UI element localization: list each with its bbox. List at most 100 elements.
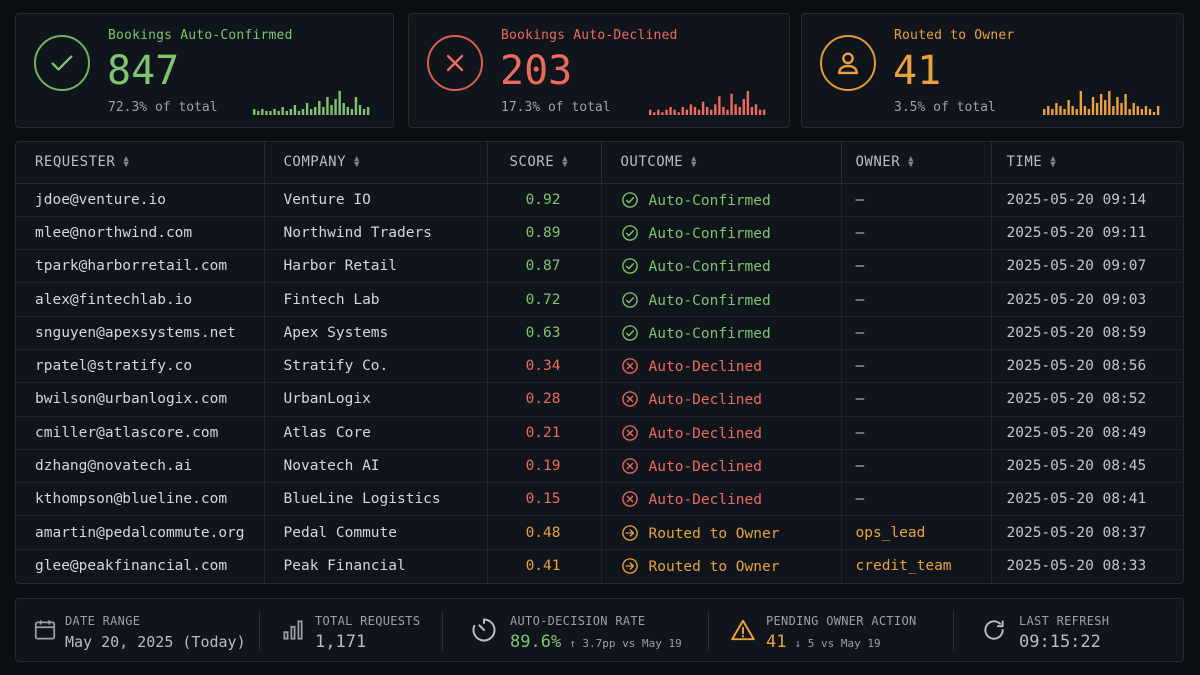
spark-bar (1144, 106, 1148, 115)
spark-bar (693, 107, 697, 115)
auto-decision-rate-label: AUTO-DECISION RATE (510, 614, 646, 628)
spark-bar (1083, 106, 1087, 115)
cell-owner: — (841, 449, 992, 484)
spark-bar (754, 104, 758, 115)
cell-owner: credit_team (841, 549, 992, 583)
spark-bar (309, 109, 313, 115)
spark-bar (1063, 109, 1066, 115)
table-row[interactable]: jdoe@venture.io Venture IO 0.92 Auto-Confir… (16, 183, 1183, 217)
spark-bar (269, 111, 272, 115)
cell-requester: bwilson@urbanlogix.com (16, 382, 265, 417)
pending-owner-action-widget[interactable]: PENDING OWNER ACTION 41 ↓ 5 vs May 19 (709, 599, 953, 663)
cell-outcome: Auto-Declined (601, 416, 842, 450)
spark-bar (673, 109, 676, 115)
cell-requester: alex@fintechlab.io (16, 282, 265, 317)
outcome-label: Auto-Declined (648, 459, 763, 476)
total-requests-label: TOTAL REQUESTS (315, 614, 421, 628)
column-header-requester[interactable]: REQUESTER ▲ ▼ (16, 142, 265, 184)
cell-requester: tpark@harborretail.com (16, 249, 265, 284)
cell-owner: — (841, 316, 992, 350)
column-header-company[interactable]: COMPANY ▲ ▼ (264, 142, 488, 184)
x-circle-icon (621, 391, 638, 408)
spark-bar (1059, 106, 1062, 115)
outcome-label: Auto-Confirmed (648, 259, 771, 276)
spark-bar (1087, 109, 1091, 115)
sparkline (253, 91, 370, 115)
cell-score: 0.87 (487, 249, 602, 284)
cell-company: UrbanLogix (264, 382, 488, 417)
cell-company: BlueLine Logistics (264, 482, 488, 517)
refresh-icon[interactable] (981, 617, 1007, 643)
x-circle-icon (621, 358, 638, 374)
cell-score: 0.48 (487, 515, 602, 550)
sparkline (1043, 91, 1160, 115)
cell-time: 2025-05-20 08:49 (991, 416, 1183, 450)
cell-owner: — (841, 382, 992, 417)
spark-bar (762, 109, 766, 115)
table-row[interactable]: snguyen@apexsystems.net Apex Systems 0.63 A… (16, 316, 1183, 350)
column-header-score[interactable]: SCORE ▲ ▼ (487, 142, 602, 184)
cell-owner: — (841, 216, 992, 251)
cell-requester: snguyen@apexsystems.net (16, 316, 265, 350)
spark-bar (649, 109, 652, 115)
cell-outcome: Auto-Confirmed (601, 282, 842, 317)
pending-owner-action-delta: ↓ 5 vs May 19 (794, 637, 881, 650)
column-header-outcome[interactable]: OUTCOME ▲ ▼ (601, 142, 842, 184)
sort-icon: ▲ ▼ (562, 154, 569, 171)
table-row[interactable]: alex@fintechlab.io Fintech Lab 0.72 Auto-Co… (16, 282, 1183, 317)
spark-bar (726, 109, 729, 115)
cell-score: 0.19 (487, 449, 602, 484)
spark-bar (710, 109, 713, 115)
spark-bar (354, 97, 358, 115)
cell-time: 2025-05-20 09:14 (991, 183, 1183, 217)
cell-score: 0.63 (487, 316, 602, 350)
spark-bar (346, 107, 349, 115)
date-range-widget[interactable]: DATE RANGE May 20, 2025 (Today) (16, 599, 259, 663)
cell-outcome: Auto-Declined (601, 482, 842, 517)
check-circle-icon (621, 291, 638, 308)
spark-bar (1132, 103, 1135, 115)
cell-time: 2025-05-20 08:41 (991, 482, 1183, 517)
spark-bar (1136, 106, 1139, 115)
spark-bar (734, 104, 737, 115)
spark-bar (730, 93, 733, 115)
spark-bar (1128, 109, 1131, 115)
cell-requester: glee@peakfinancial.com (16, 549, 265, 583)
spark-bar (685, 109, 689, 115)
column-header-time[interactable]: TIME ▲ ▼ (991, 142, 1183, 184)
table-row[interactable]: bwilson@urbanlogix.com UrbanLogix 0.28 Auto… (16, 382, 1183, 417)
outcome-label: Auto-Confirmed (648, 325, 771, 342)
kpi-card-routed-to-owner: Routed to Owner 41 3.5% of total (801, 13, 1184, 128)
table-row[interactable]: amartin@pedalcommute.org Pedal Commute 0.4… (16, 515, 1183, 550)
table-row[interactable]: kthompson@blueline.com BlueLine Logistics… (16, 482, 1183, 517)
check-circle-icon (621, 258, 638, 275)
spark-bar (257, 111, 260, 115)
table-row[interactable]: glee@peakfinancial.com Peak Financial 0.41… (16, 549, 1183, 583)
cell-score: 0.21 (487, 416, 602, 450)
column-header-owner[interactable]: OWNER ▲ ▼ (841, 142, 992, 184)
cell-outcome: Auto-Declined (601, 449, 842, 484)
cell-score: 0.15 (487, 482, 602, 517)
table-row[interactable]: cmiller@atlascore.com Atlas Core 0.21 Auto-… (16, 416, 1183, 450)
spark-bar (1112, 106, 1115, 115)
table-row[interactable]: dzhang@novatech.ai Novatech AI 0.19 Auto-De… (16, 449, 1183, 484)
cell-time: 2025-05-20 08:37 (991, 515, 1183, 550)
spark-bar (677, 112, 680, 115)
bookings-table: REQUESTER ▲ ▼ COMPANY ▲ ▼ SCORE ▲ ▼ OUTCOME ▲ ▼ … (15, 141, 1184, 584)
outcome-label: Auto-Declined (648, 492, 763, 509)
last-refresh-widget[interactable]: LAST REFRESH 09:15:22 (954, 599, 1184, 663)
cell-score: 0.89 (487, 216, 602, 251)
outcome-label: Auto-Confirmed (648, 292, 771, 309)
cell-score: 0.34 (487, 349, 602, 384)
table-row[interactable]: rpatel@stratify.co Stratify Co. 0.34 Auto-D… (16, 349, 1183, 384)
total-requests-value: 1,171 (315, 632, 367, 652)
cell-owner: — (841, 282, 992, 317)
spark-bar (1104, 100, 1107, 115)
spark-bar (661, 112, 664, 115)
cell-time: 2025-05-20 08:56 (991, 349, 1183, 384)
card-title: Bookings Auto-Confirmed (108, 28, 293, 43)
spark-bar (738, 107, 741, 115)
table-row[interactable]: tpark@harborretail.com Harbor Retail 0.87 A… (16, 249, 1183, 284)
table-row[interactable]: mlee@northwind.com Northwind Traders 0.89 A… (16, 216, 1183, 251)
cell-outcome: Routed to Owner (601, 549, 842, 583)
